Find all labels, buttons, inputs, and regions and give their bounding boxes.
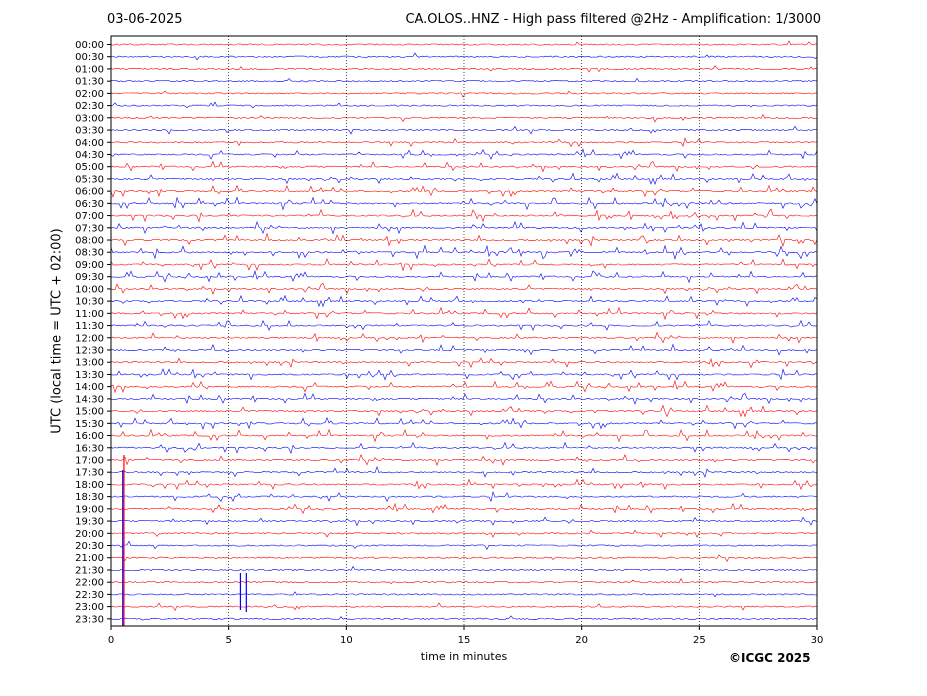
- y-tick-label: 15:00: [75, 407, 104, 418]
- y-tick-label: 06:00: [75, 187, 104, 198]
- y-tick-label: 07:00: [75, 211, 104, 222]
- trace-0400: [110, 137, 818, 148]
- y-tick-label: 22:30: [75, 590, 104, 601]
- trace-1500: [110, 404, 818, 418]
- y-tick-label: 06:30: [75, 199, 104, 210]
- y-tick-label: 02:30: [75, 101, 104, 112]
- y-tick-label: 20:30: [75, 541, 104, 552]
- trace-0000: [110, 40, 818, 46]
- trace-1130: [110, 319, 818, 332]
- trace-1330: [110, 368, 818, 381]
- y-tick-label: 11:00: [75, 309, 104, 320]
- x-tick-label: 15: [458, 635, 471, 646]
- x-tick-label: 20: [575, 635, 588, 646]
- y-tick-label: 23:30: [75, 614, 104, 625]
- trace-0600: [110, 184, 818, 198]
- y-tick-label: 18:30: [75, 492, 104, 503]
- x-tick-label: 5: [225, 635, 231, 646]
- trace-0530: [110, 172, 818, 185]
- trace-1800: [110, 478, 818, 491]
- x-tick-label: 25: [693, 635, 706, 646]
- copyright: ©ICGC 2025: [729, 651, 811, 665]
- y-tick-label: 19:30: [75, 517, 104, 528]
- y-tick-label: 19:00: [75, 504, 104, 515]
- y-tick-label: 21:30: [75, 565, 104, 576]
- y-tick-label: 17:30: [75, 468, 104, 479]
- trace-0330: [110, 125, 817, 135]
- grid-lines: [228, 36, 700, 626]
- y-tick-label: 12:00: [75, 333, 104, 344]
- y-tick-label: 11:30: [75, 321, 104, 332]
- chart-title: CA.OLOS..HNZ - High pass filtered @2Hz -…: [405, 12, 821, 27]
- y-tick-label: 00:00: [75, 40, 104, 51]
- trace-1830: [110, 490, 818, 503]
- x-axis-label: time in minutes: [420, 650, 508, 663]
- trace-1300: [110, 357, 818, 369]
- y-tick-label: 16:00: [75, 431, 104, 442]
- y-tick-label: 21:00: [75, 553, 104, 564]
- y-tick-label: 04:30: [75, 150, 104, 161]
- y-tick-label: 14:30: [75, 394, 104, 405]
- y-tick-label: 09:00: [75, 260, 104, 271]
- trace-1900: [110, 502, 818, 515]
- y-tick-label: 08:00: [75, 236, 104, 247]
- x-tick-label: 30: [811, 635, 824, 646]
- y-tick-label: 08:30: [75, 248, 104, 259]
- trace-1230: [110, 343, 818, 356]
- x-tick-label: 0: [108, 635, 114, 646]
- x-ticks: 0 5 10 15 20 25 30: [108, 626, 824, 646]
- trace-0630: [110, 196, 818, 211]
- y-tick-label: 18:00: [75, 480, 104, 491]
- y-tick-label: 14:00: [75, 382, 104, 393]
- y-tick-label: 23:00: [75, 602, 104, 613]
- x-tick-label: 10: [340, 635, 353, 646]
- y-tick-label: 07:30: [75, 223, 104, 234]
- y-tick-label: 16:30: [75, 443, 104, 454]
- date-label: 03-06-2025: [107, 12, 183, 27]
- y-tick-label: 15:30: [75, 419, 104, 430]
- y-tick-label: 12:30: [75, 346, 104, 357]
- trace-2030: [110, 540, 817, 551]
- y-tick-label: 01:00: [75, 64, 104, 75]
- y-tick-label: 17:00: [75, 455, 104, 466]
- y-tick-label: 02:00: [75, 89, 104, 100]
- y-tick-label: 20:00: [75, 529, 104, 540]
- y-tick-label: 03:00: [75, 113, 104, 124]
- trace-0800: [110, 232, 818, 247]
- y-tick-label: 09:30: [75, 272, 104, 283]
- y-tick-label: 22:00: [75, 578, 104, 589]
- y-tick-label: 10:30: [75, 297, 104, 308]
- trace-0500: [110, 160, 818, 173]
- y-tick-label: 05:30: [75, 174, 104, 185]
- y-tick-label: 03:30: [75, 126, 104, 137]
- y-tick-label: 05:00: [75, 162, 104, 173]
- trace-1930: [110, 516, 818, 527]
- y-tick-label: 01:30: [75, 77, 104, 88]
- y-tick-label: 00:30: [75, 52, 104, 63]
- trace-1200: [110, 331, 818, 344]
- trace-0730: [110, 220, 818, 235]
- trace-2000: [110, 529, 818, 538]
- y-tick-label: 13:00: [75, 358, 104, 369]
- y-tick-label: 10:00: [75, 284, 104, 295]
- y-tick-label: 13:30: [75, 370, 104, 381]
- y-tick-label: 04:00: [75, 138, 104, 149]
